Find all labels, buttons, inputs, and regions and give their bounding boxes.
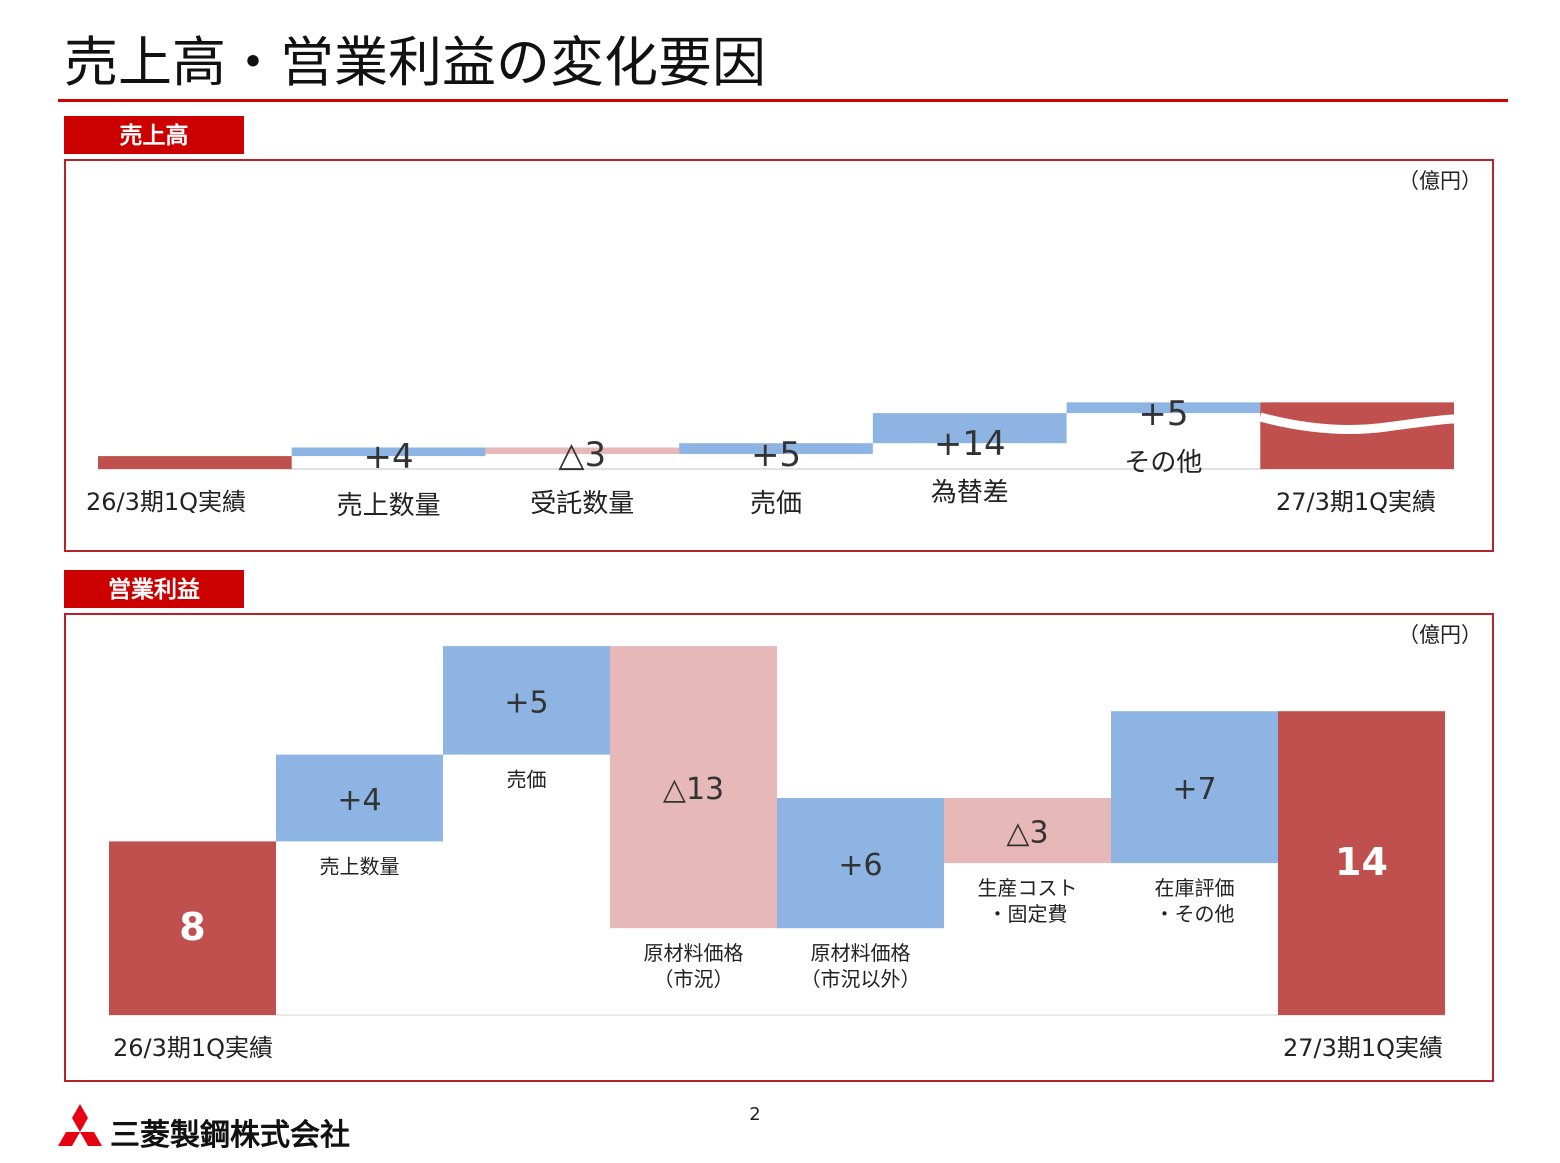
operating-profit-waterfall-chart: （億円） 8 26/3期1Q実績 +4 売上数量 +5 売価 △13 原材料価格（市況） +6 原材… [109, 623, 1482, 1062]
category-label: その他 [1124, 448, 1202, 478]
data-label: +5 [751, 435, 801, 475]
category-label: 在庫評価・その他 [1155, 876, 1235, 926]
bar-decrease [610, 646, 777, 929]
section-tab-operating-profit: 営業利益 [64, 570, 244, 608]
company-name: 三菱製鋼株式会社 [110, 1118, 350, 1153]
unit-label: （億円） [1398, 169, 1482, 193]
sales-waterfall-chart: （億円） 381 26/3期1Q実績 +4 売上数量 △3 受託数量 +5 売価 +14 為替差 +5… [86, 169, 1482, 521]
bar-increase [443, 646, 610, 755]
bar-increase [679, 443, 873, 454]
bar-increase [291, 447, 486, 457]
data-label: +5 [1138, 394, 1188, 434]
category-label: 売価 [507, 768, 547, 792]
data-label: △3 [1006, 816, 1048, 851]
bar-total [1278, 711, 1445, 1015]
data-label-total: 8 [179, 905, 205, 949]
bar-increase [1111, 711, 1278, 864]
category-label: 27/3期1Q実績 [1283, 1034, 1443, 1062]
category-label: 為替差 [931, 478, 1009, 508]
page-number: 2 [749, 1104, 761, 1125]
unit-label: （億円） [1398, 623, 1482, 647]
data-label: +6 [838, 848, 882, 883]
data-label: +4 [337, 783, 381, 818]
title-underline [58, 99, 1508, 102]
bar-total [98, 456, 292, 469]
data-label-total: 381 [147, 353, 243, 407]
bar-increase [1066, 402, 1261, 414]
category-label: 売上数量 [320, 854, 400, 878]
data-label-total: 406 [1309, 322, 1405, 376]
category-label: 売価 [750, 489, 802, 519]
bar-total [1260, 402, 1454, 469]
section-tab-sales: 売上高 [64, 116, 244, 154]
category-label: 売上数量 [337, 491, 441, 521]
bar-increase [276, 754, 443, 842]
data-label: +4 [364, 437, 414, 477]
category-label: 26/3期1Q実績 [113, 1034, 273, 1062]
bar-decrease [944, 798, 1111, 864]
data-label: △3 [558, 435, 606, 475]
axis-break-wave [96, 406, 296, 435]
bar-increase [872, 413, 1067, 444]
category-label: 原材料価格（市況） [644, 941, 744, 991]
data-label: △13 [663, 772, 724, 807]
category-label: 原材料価格（市況以外） [801, 941, 921, 991]
category-label: 受託数量 [530, 489, 634, 519]
three-diamonds-logo-icon [58, 1104, 102, 1146]
data-label: +7 [1172, 772, 1216, 807]
axis-break-wave [1259, 412, 1455, 434]
bar-increase [777, 798, 944, 929]
sales-waterfall-panel: （億円） 381 26/3期1Q実績 +4 売上数量 △3 受託数量 +5 売価 +14 為替差 +5… [64, 159, 1494, 552]
category-label: 27/3期1Q実績 [1276, 488, 1436, 516]
data-label: +14 [934, 424, 1006, 464]
data-label: +5 [504, 685, 548, 720]
bar-total [109, 841, 276, 1015]
operating-profit-waterfall-panel: （億円） 8 26/3期1Q実績 +4 売上数量 +5 売価 △13 原材料価格（市況） +6 原材… [64, 613, 1494, 1082]
category-label: 26/3期1Q実績 [86, 488, 246, 516]
page-title: 売上高・営業利益の変化要因 [64, 31, 766, 94]
data-label-total: 14 [1335, 840, 1388, 884]
bar-decrease [485, 447, 680, 454]
category-label: 生産コスト・固定費 [978, 876, 1078, 926]
